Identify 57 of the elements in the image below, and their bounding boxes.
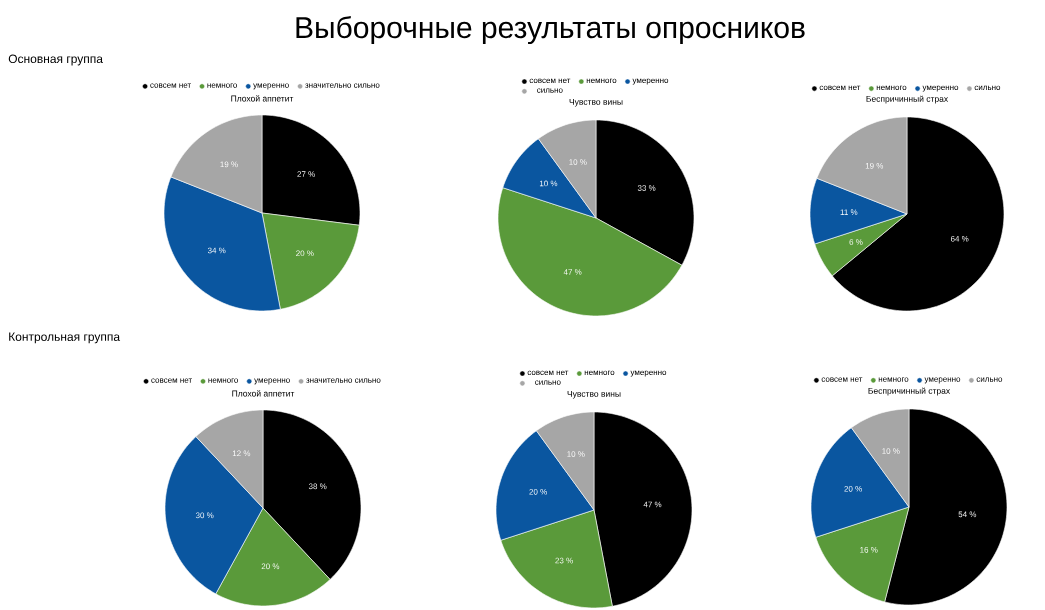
text: Чувство вины: [567, 390, 621, 399]
legend-label: сильно: [537, 88, 563, 93]
legend-label: немного: [878, 377, 909, 382]
data-label: 19 %: [865, 163, 884, 169]
data-label: 12 %: [232, 450, 251, 457]
data-label: 64 %: [950, 235, 969, 242]
data-label: 54 %: [958, 511, 977, 518]
text: Плохой аппетит: [232, 390, 295, 397]
legend-label: сильно: [976, 377, 1003, 382]
legend-label: сильно: [974, 85, 1001, 91]
data-label: 47 %: [643, 501, 662, 508]
legend-label: совсем нет: [151, 378, 192, 383]
legend-label: немного: [586, 78, 617, 84]
legend-label: умеренно: [254, 378, 290, 385]
data-label: 20 %: [261, 563, 280, 570]
data-label: 33 %: [637, 185, 656, 191]
legend-label: умеренно: [924, 377, 961, 384]
legend-label: совсем нет: [821, 377, 863, 382]
text: Беспричинный страх: [868, 387, 951, 396]
text: Выборочные результаты опросников: [296, 15, 805, 45]
legend-label: значительно сильно: [305, 83, 380, 88]
legend-label: совсем нет: [527, 370, 569, 375]
data-label: 10 %: [882, 448, 900, 454]
data-label: 34 %: [207, 247, 226, 254]
data-label: 38 %: [308, 483, 327, 490]
data-label: 10 %: [567, 451, 585, 457]
legend-label: совсем нет: [529, 78, 571, 84]
data-label: 10 %: [569, 159, 587, 165]
legend-label: немного: [208, 378, 239, 383]
text: Контрольная группа: [9, 332, 121, 344]
text: Беспричинный страх: [866, 95, 949, 104]
data-label: 23 %: [555, 557, 573, 564]
legend-label: немного: [584, 370, 615, 375]
legend-label: сильно: [535, 380, 561, 385]
data-label: 10 %: [539, 180, 558, 187]
legend-label: умеренно: [253, 83, 289, 90]
legend-label: немного: [876, 85, 907, 91]
text: Чувство вины: [569, 98, 623, 107]
data-label: 47 %: [563, 269, 582, 275]
data-label: 27 %: [297, 171, 315, 177]
legend-label: немного: [207, 83, 238, 88]
data-label: 20 %: [844, 485, 862, 492]
data-label: 20 %: [529, 488, 547, 495]
text: Основная группа: [8, 54, 103, 66]
legend-label: умеренно: [630, 370, 667, 377]
data-label: 16 %: [860, 547, 878, 553]
data-label: 19 %: [220, 161, 238, 168]
data-label: 6 %: [849, 239, 863, 245]
data-label: 11 %: [840, 209, 858, 215]
legend-label: совсем нет: [150, 83, 191, 88]
legend-label: умеренно: [632, 78, 669, 85]
text: Плохой аппетит: [231, 95, 294, 102]
legend-label: значительно сильно: [306, 378, 381, 383]
legend-label: умеренно: [922, 85, 959, 92]
data-label: 20 %: [296, 250, 314, 257]
data-label: 30 %: [195, 512, 214, 519]
legend-label: совсем нет: [819, 85, 861, 91]
